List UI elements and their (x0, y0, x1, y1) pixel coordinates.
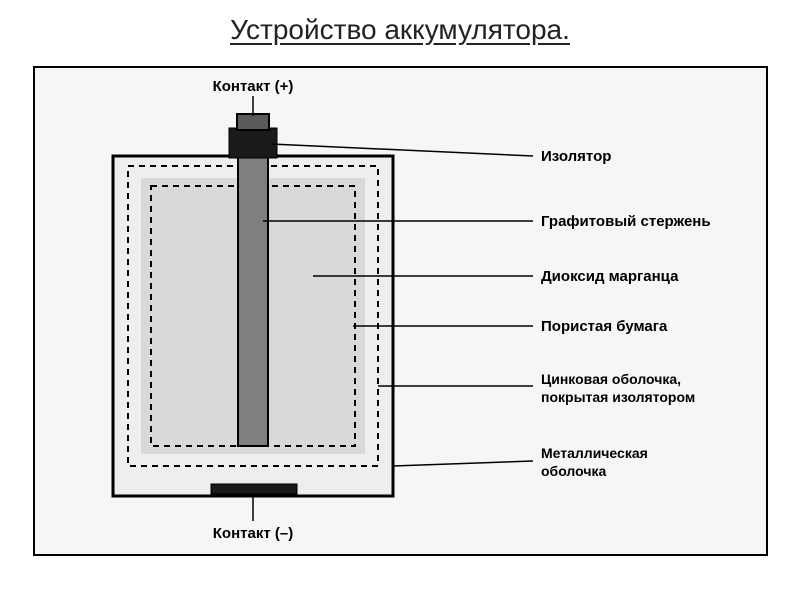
contact-positive (237, 114, 269, 130)
label-graphite-rod: Графитовый стержень (541, 213, 711, 230)
battery-diagram: Контакт (+) Изолятор Графитовый стержень… (33, 66, 768, 556)
label-zinc-shell-2: покрытая изолятором (541, 389, 695, 405)
page-title: Устройство аккумулятора. (0, 0, 800, 54)
diagram-container: Контакт (+) Изолятор Графитовый стержень… (33, 66, 768, 556)
contact-negative (211, 484, 297, 494)
label-contact-minus: Контакт (–) (212, 525, 292, 542)
label-contact-plus: Контакт (+) (212, 78, 293, 95)
label-zinc-shell-1: Цинковая оболочка, (541, 371, 681, 387)
leader-metal (393, 461, 533, 466)
label-metal-shell-1: Металлическая (541, 445, 648, 461)
label-manganese-dioxide: Диоксид марганца (541, 268, 679, 285)
leader-insulator (271, 144, 533, 156)
label-metal-shell-2: оболочка (541, 463, 606, 479)
label-insulator: Изолятор (541, 148, 611, 165)
graphite-rod (238, 144, 268, 446)
insulator-cap (229, 128, 277, 158)
label-porous-paper: Пористая бумага (541, 318, 668, 335)
